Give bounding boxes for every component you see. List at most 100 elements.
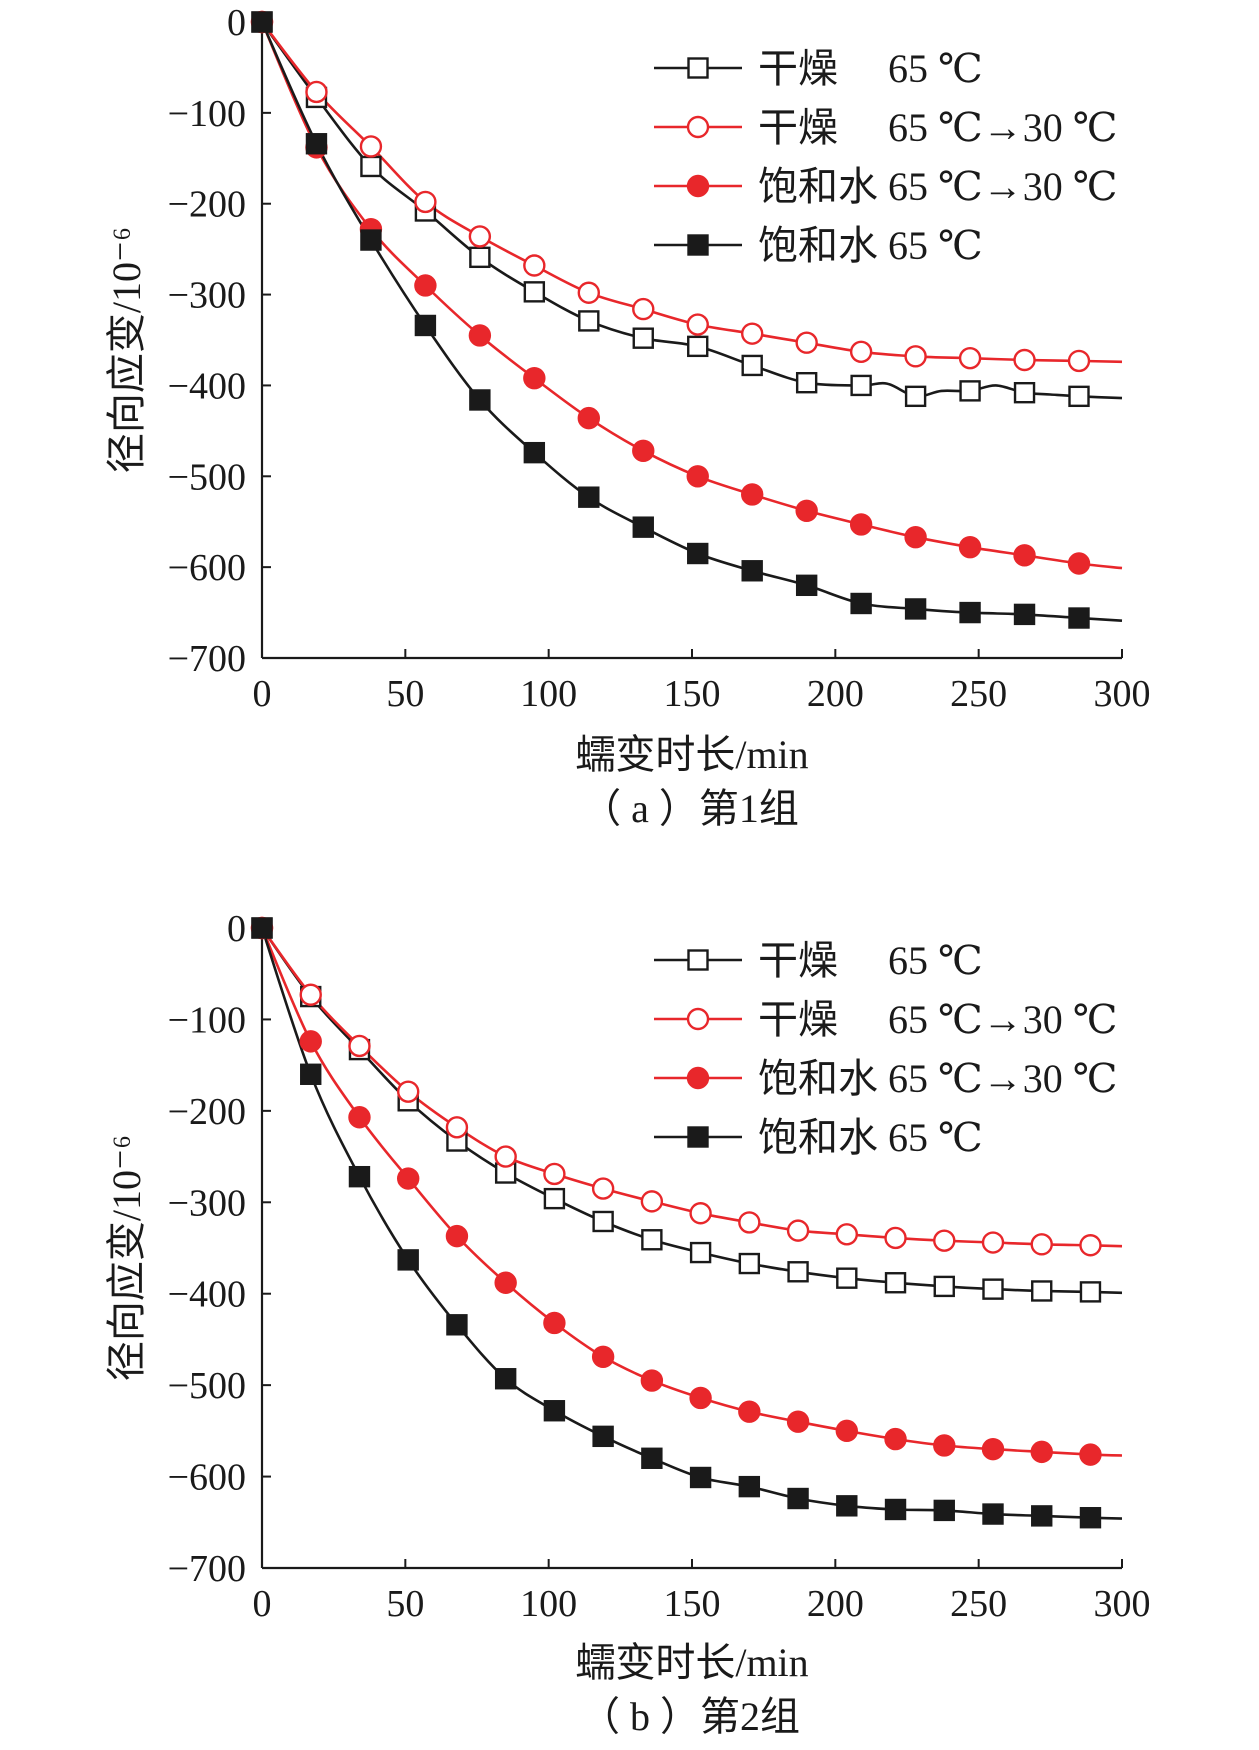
legend-label: 饱和水 65 ℃→30 ℃ bbox=[758, 1056, 1118, 1101]
x-tick-label: 0 bbox=[253, 1583, 272, 1625]
data-point bbox=[786, 1410, 810, 1433]
data-point bbox=[360, 229, 382, 251]
data-point bbox=[738, 1400, 761, 1423]
legend-label: 饱和水 65 ℃→30 ℃ bbox=[758, 164, 1118, 209]
data-point bbox=[835, 1419, 858, 1443]
data-point bbox=[933, 1275, 955, 1298]
data-point bbox=[689, 1466, 712, 1489]
legend-marker bbox=[686, 1066, 710, 1090]
data-point bbox=[1031, 1505, 1053, 1527]
y-tick-label: −300 bbox=[168, 1182, 246, 1224]
legend-label: 干燥 65 ℃ bbox=[758, 46, 983, 91]
legend: 干燥 65 ℃ 干燥 65 ℃→30 ℃ 饱和水 65 ℃→30 ℃ 饱和水 65 ℃ bbox=[654, 938, 1118, 1160]
legend-marker bbox=[686, 115, 710, 139]
data-point bbox=[641, 1229, 663, 1251]
legend: 干燥 65 ℃ 干燥 65 ℃→30 ℃ 饱和水 65 ℃→30 ℃ 饱和水 65 ℃ bbox=[654, 46, 1118, 268]
data-point bbox=[904, 385, 927, 408]
data-point bbox=[741, 322, 764, 345]
data-point bbox=[836, 1495, 858, 1517]
x-tick-label: 150 bbox=[664, 1583, 721, 1625]
data-point bbox=[1067, 552, 1091, 575]
y-tick-label: −200 bbox=[168, 184, 246, 226]
data-point bbox=[795, 499, 818, 523]
y-axis-title: 径向应变/10⁻⁶ bbox=[104, 1135, 149, 1381]
data-point bbox=[981, 1437, 1005, 1461]
data-point bbox=[300, 1063, 322, 1085]
data-point bbox=[469, 246, 491, 269]
data-point bbox=[738, 1252, 761, 1275]
legend-marker bbox=[686, 1007, 710, 1031]
data-point bbox=[1079, 1234, 1102, 1257]
data-point bbox=[445, 1224, 469, 1248]
x-tick-label: 250 bbox=[950, 1583, 1007, 1625]
x-tick-label: 300 bbox=[1094, 1583, 1151, 1625]
data-point bbox=[933, 1434, 956, 1457]
data-point bbox=[958, 346, 982, 370]
x-tick-label: 100 bbox=[520, 673, 577, 715]
data-point bbox=[982, 1503, 1004, 1525]
series-3-markers bbox=[251, 11, 1090, 629]
data-point bbox=[591, 1345, 615, 1369]
series-2-markers bbox=[250, 10, 1091, 575]
data-point bbox=[1013, 603, 1036, 626]
legend-label: 饱和水 65 ℃ bbox=[758, 1115, 983, 1160]
data-point bbox=[414, 190, 437, 214]
x-tick-label: 300 bbox=[1094, 673, 1151, 715]
data-point bbox=[1068, 385, 1090, 408]
data-point bbox=[689, 1386, 712, 1410]
y-tick-label: −400 bbox=[168, 365, 246, 407]
data-point bbox=[1030, 1440, 1053, 1464]
data-point bbox=[641, 1447, 663, 1469]
data-point bbox=[1013, 544, 1036, 567]
x-tick-label: 150 bbox=[664, 673, 721, 715]
data-point bbox=[305, 133, 328, 155]
data-point bbox=[523, 366, 546, 390]
data-point bbox=[933, 1229, 956, 1252]
data-point bbox=[884, 1427, 907, 1451]
legend-marker bbox=[687, 1126, 709, 1148]
data-point bbox=[577, 406, 600, 430]
series-2-markers bbox=[250, 916, 1102, 1466]
x-tick-label: 50 bbox=[386, 673, 424, 715]
data-point bbox=[933, 1499, 955, 1522]
data-point bbox=[523, 254, 546, 277]
data-point bbox=[543, 1311, 566, 1335]
data-point bbox=[632, 439, 655, 463]
data-point bbox=[251, 917, 273, 939]
data-point bbox=[686, 313, 709, 336]
series-line bbox=[260, 21, 1123, 570]
data-point bbox=[414, 314, 437, 337]
data-point bbox=[494, 1271, 517, 1294]
data-point bbox=[741, 483, 764, 506]
data-point bbox=[640, 1190, 664, 1213]
y-tick-label: −500 bbox=[168, 456, 246, 498]
data-point bbox=[543, 1162, 566, 1186]
data-point bbox=[468, 324, 492, 347]
data-point bbox=[446, 1314, 468, 1336]
legend-label: 干燥 65 ℃→30 ℃ bbox=[758, 997, 1118, 1042]
data-point bbox=[494, 1368, 517, 1390]
data-point bbox=[959, 601, 981, 624]
y-tick-label: 0 bbox=[227, 2, 246, 44]
legend-label: 饱和水 65 ℃ bbox=[758, 223, 983, 268]
data-point bbox=[849, 513, 873, 536]
y-tick-label: −600 bbox=[168, 1457, 246, 1499]
data-point bbox=[640, 1369, 664, 1392]
data-point bbox=[741, 354, 763, 377]
data-point bbox=[494, 1145, 517, 1168]
data-point bbox=[1013, 348, 1036, 372]
data-point bbox=[795, 574, 818, 597]
y-tick-label: −300 bbox=[168, 275, 246, 317]
data-point bbox=[348, 1106, 371, 1129]
x-tick-label: 250 bbox=[950, 673, 1007, 715]
series-3-markers bbox=[251, 917, 1102, 1529]
data-point bbox=[397, 1080, 420, 1103]
y-tick-label: −100 bbox=[168, 999, 246, 1041]
data-point bbox=[738, 1211, 761, 1234]
data-point bbox=[836, 1267, 858, 1289]
data-point bbox=[592, 1425, 614, 1448]
data-point bbox=[1013, 381, 1036, 404]
data-point bbox=[578, 310, 600, 332]
